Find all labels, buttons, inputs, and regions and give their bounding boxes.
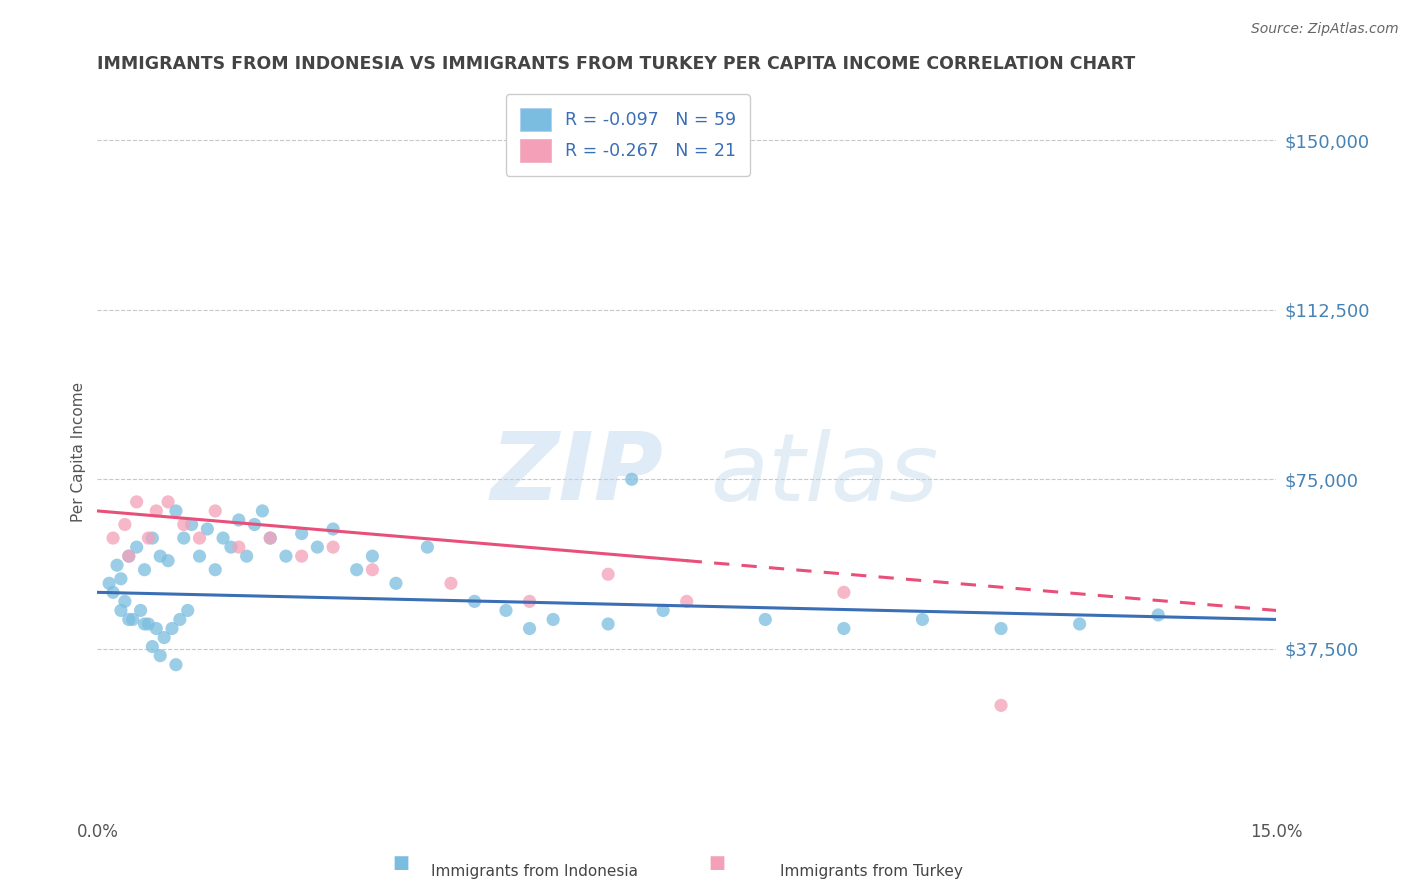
Point	[180, 517, 202, 532]
Point	[307, 540, 329, 554]
Text: ZIP: ZIP	[491, 428, 664, 520]
Point	[121, 612, 143, 626]
Point	[832, 622, 855, 636]
Point	[118, 549, 141, 563]
Point	[188, 531, 211, 545]
Point	[177, 603, 200, 617]
Point	[990, 622, 1012, 636]
Point	[212, 531, 235, 545]
Point	[228, 540, 250, 554]
Point	[291, 549, 314, 563]
Point	[188, 549, 211, 563]
Point	[274, 549, 297, 563]
Point	[138, 531, 160, 545]
Point	[134, 563, 156, 577]
Point	[519, 622, 541, 636]
Point	[228, 513, 250, 527]
Point	[149, 549, 172, 563]
Point	[652, 603, 675, 617]
Point	[141, 640, 163, 654]
Point	[1069, 617, 1091, 632]
Point	[165, 657, 187, 672]
Point	[832, 585, 855, 599]
Point	[157, 554, 180, 568]
Point	[138, 617, 160, 632]
Point	[145, 504, 167, 518]
Point	[541, 612, 564, 626]
Point	[134, 617, 156, 632]
Point	[291, 526, 314, 541]
Point	[153, 631, 176, 645]
Point	[204, 504, 226, 518]
Text: atlas: atlas	[710, 429, 939, 520]
Point	[141, 531, 163, 545]
Point	[259, 531, 281, 545]
Point	[519, 594, 541, 608]
Point	[620, 472, 643, 486]
Point	[101, 531, 124, 545]
Point	[495, 603, 517, 617]
Point	[361, 549, 384, 563]
Point	[125, 540, 148, 554]
Point	[149, 648, 172, 663]
Point	[911, 612, 934, 626]
Point	[675, 594, 697, 608]
Point	[259, 531, 281, 545]
Point	[110, 572, 132, 586]
Text: IMMIGRANTS FROM INDONESIA VS IMMIGRANTS FROM TURKEY PER CAPITA INCOME CORRELATIO: IMMIGRANTS FROM INDONESIA VS IMMIGRANTS …	[97, 55, 1136, 73]
Point	[165, 504, 187, 518]
Point	[160, 622, 183, 636]
Text: Immigrants from Turkey: Immigrants from Turkey	[780, 863, 963, 879]
Legend: R = -0.097   N = 59, R = -0.267   N = 21: R = -0.097 N = 59, R = -0.267 N = 21	[506, 95, 749, 176]
Text: Source: ZipAtlas.com: Source: ZipAtlas.com	[1251, 22, 1399, 37]
Text: ■: ■	[392, 855, 409, 872]
Point	[157, 495, 180, 509]
Point	[118, 612, 141, 626]
Point	[440, 576, 463, 591]
Point	[114, 594, 136, 608]
Point	[598, 617, 620, 632]
Point	[754, 612, 776, 626]
Point	[101, 585, 124, 599]
Point	[252, 504, 274, 518]
Point	[98, 576, 121, 591]
Point	[361, 563, 384, 577]
Point	[173, 517, 195, 532]
Point	[195, 522, 218, 536]
Point	[110, 603, 132, 617]
Point	[346, 563, 368, 577]
Point	[204, 563, 226, 577]
Point	[145, 622, 167, 636]
Point	[169, 612, 191, 626]
Point	[235, 549, 257, 563]
Point	[125, 495, 148, 509]
Point	[322, 522, 344, 536]
Text: Immigrants from Indonesia: Immigrants from Indonesia	[430, 863, 638, 879]
Y-axis label: Per Capita Income: Per Capita Income	[72, 382, 86, 522]
Point	[1147, 607, 1170, 622]
Text: ■: ■	[709, 855, 725, 872]
Point	[173, 531, 195, 545]
Point	[322, 540, 344, 554]
Point	[243, 517, 266, 532]
Point	[219, 540, 242, 554]
Point	[105, 558, 128, 573]
Point	[385, 576, 408, 591]
Point	[118, 549, 141, 563]
Point	[129, 603, 152, 617]
Point	[990, 698, 1012, 713]
Point	[114, 517, 136, 532]
Point	[598, 567, 620, 582]
Point	[464, 594, 486, 608]
Point	[416, 540, 439, 554]
